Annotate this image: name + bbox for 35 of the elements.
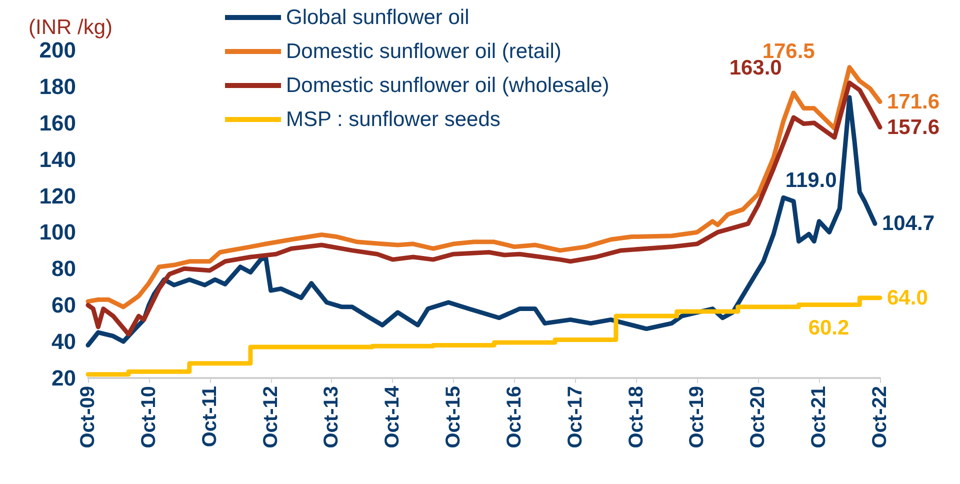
x-tick-label: Oct-22 — [869, 386, 891, 448]
x-tick-label: Oct-19 — [686, 386, 708, 448]
legend-label: Global sunflower oil — [286, 6, 470, 29]
data-label: 104.7 — [882, 212, 935, 236]
x-tick-label: Oct-21 — [808, 386, 830, 448]
y-axis-title: (INR /kg) — [28, 16, 112, 39]
y-tick-label: 100 — [39, 220, 76, 245]
data-label: 171.6 — [887, 90, 940, 114]
x-tick-label: Oct-13 — [320, 386, 343, 448]
x-tick-label: Oct-10 — [138, 386, 160, 448]
y-tick-label: 80 — [52, 256, 76, 282]
y-tick-label: 40 — [52, 329, 76, 354]
x-tick-label: Oct-15 — [442, 386, 464, 448]
y-tick-label: 20 — [52, 366, 76, 390]
data-label: 119.0 — [785, 169, 837, 192]
legend-label: Domestic sunflower oil (retail) — [286, 40, 562, 63]
y-tick-label: 160 — [39, 110, 76, 136]
y-tick-label: 140 — [39, 146, 76, 172]
x-tick-label: Oct-17 — [564, 386, 586, 448]
x-tick-label: Oct-12 — [260, 386, 282, 448]
data-label: 60.2 — [808, 316, 850, 340]
data-label: 157.6 — [887, 116, 940, 139]
x-tick-label: Oct-11 — [198, 386, 221, 448]
y-tick-label: 180 — [39, 74, 76, 99]
x-tick-label: Oct-14 — [382, 385, 404, 448]
x-tick-label: Oct-18 — [625, 386, 648, 448]
x-tick-label: Oct-09 — [77, 386, 99, 448]
x-tick-label: Oct-16 — [504, 386, 526, 448]
data-label: 64.0 — [887, 286, 928, 310]
legend-label: Domestic sunflower oil (wholesale) — [286, 74, 610, 97]
y-tick-label: 200 — [39, 38, 76, 62]
y-tick-label: 120 — [39, 183, 76, 208]
x-tick-label: Oct-20 — [747, 386, 770, 448]
y-tick-label: 60 — [52, 292, 76, 318]
legend-label: MSP : sunflower seeds — [286, 108, 500, 131]
